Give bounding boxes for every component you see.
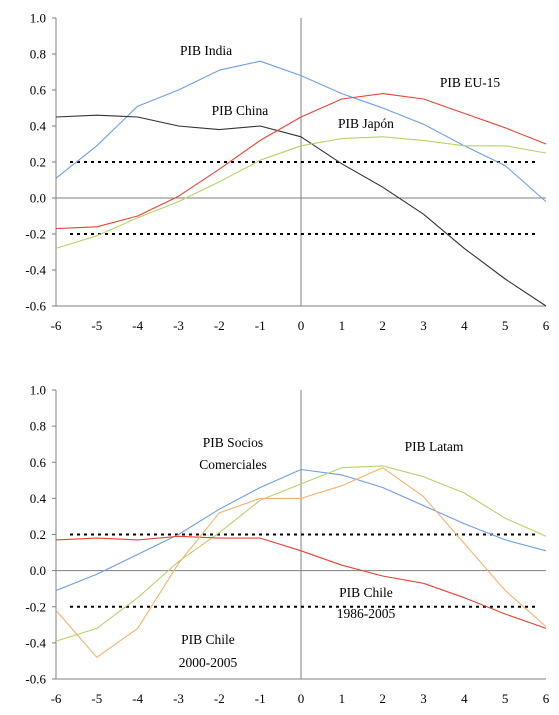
series-line — [55, 468, 547, 592]
y-tick-label: -0.4 — [25, 263, 46, 278]
series-line — [55, 467, 547, 658]
x-tick-label: -1 — [255, 691, 266, 706]
series-label-line: PIB China — [212, 103, 269, 118]
series-label: PIB Chile 1986-2005 — [337, 585, 396, 621]
series-label: PIB China — [212, 103, 269, 118]
x-tick-label: 1 — [339, 318, 346, 333]
series-label: PIB EU-15 — [440, 75, 501, 90]
y-tick-label: 0.2 — [30, 155, 46, 170]
series-label-line: PIB India — [180, 43, 232, 58]
series-label-line: 1986-2005 — [337, 606, 396, 621]
x-tick-label: -6 — [51, 691, 62, 706]
series-label: PIB Chile 2000-2005 — [179, 632, 238, 670]
series-label-line: PIB Latam — [405, 439, 464, 454]
series-line — [55, 136, 547, 249]
x-tick-label: 2 — [379, 691, 386, 706]
y-tick-label: -0.2 — [25, 599, 46, 614]
y-tick-label: -0.6 — [25, 299, 46, 314]
series-label-line: PIB Japón — [338, 116, 394, 131]
chart-1: 1.0 0.8 0.6 0.4 0.2 0.0 -0.2 -0.4 -0.6 -6 -5 -4 -3 -2… — [25, 11, 549, 334]
x-tick-label: -5 — [91, 691, 102, 706]
series-label-line: PIB Socios — [203, 435, 263, 450]
series-line — [55, 465, 547, 642]
series-label: PIB Latam — [405, 439, 464, 454]
x-tick-label: -2 — [214, 318, 225, 333]
series-line — [55, 114, 547, 307]
x-tick-label: -4 — [132, 318, 143, 333]
x-tick-label: -6 — [51, 318, 62, 333]
x-tick-label: -5 — [91, 318, 102, 333]
y-tick-label: -0.6 — [25, 672, 46, 687]
series-label: PIB Japón — [338, 116, 394, 131]
x-tick-label: 5 — [502, 691, 509, 706]
x-tick-label: 2 — [379, 318, 386, 333]
y-tick-label: -0.4 — [25, 635, 46, 650]
y-tick-label: 1.0 — [30, 383, 46, 398]
series-label: PIB Socios Comerciales — [199, 435, 266, 472]
y-tick-label: 0.0 — [30, 191, 46, 206]
x-tick-label: 6 — [543, 691, 550, 706]
y-tick-label: 0.8 — [30, 419, 46, 434]
x-tick-label: 6 — [543, 318, 550, 333]
x-tick-label: 4 — [461, 691, 468, 706]
y-tick-label: 0.8 — [30, 47, 46, 62]
y-tick-label: 0.6 — [30, 455, 47, 470]
y-tick-label: -0.2 — [25, 227, 46, 242]
x-tick-label: -2 — [214, 691, 225, 706]
chart-2: 1.0 0.8 0.6 0.4 0.2 0.0 -0.2 -0.4 -0.6 -6 -5 -4 -3 -2… — [25, 383, 549, 707]
x-tick-label: 0 — [298, 691, 305, 706]
x-tick-label: 4 — [461, 318, 468, 333]
y-tick-label: 0.6 — [30, 83, 47, 98]
series-line — [55, 93, 547, 230]
y-tick-label: 0.0 — [30, 563, 46, 578]
x-tick-label: -4 — [132, 691, 143, 706]
x-tick-label: 0 — [298, 318, 305, 333]
x-tick-label: 3 — [420, 691, 427, 706]
series-label-line: PIB Chile — [181, 632, 235, 647]
series-line — [55, 535, 547, 629]
x-tick-label: 1 — [339, 691, 346, 706]
y-tick-label: 0.2 — [30, 527, 46, 542]
series-label-line: 2000-2005 — [179, 655, 238, 670]
y-tick-label: 0.4 — [30, 491, 47, 506]
y-tick-label: 0.4 — [30, 119, 47, 134]
x-tick-label: -3 — [173, 318, 184, 333]
x-tick-label: -1 — [255, 318, 266, 333]
series-label: PIB India — [180, 43, 232, 58]
x-tick-label: 3 — [420, 318, 427, 333]
x-tick-label: 5 — [502, 318, 509, 333]
series-label-line: PIB Chile — [339, 585, 393, 600]
x-tick-label: -3 — [173, 691, 184, 706]
series-label-line: PIB EU-15 — [440, 75, 501, 90]
series-label-line: Comerciales — [199, 457, 266, 472]
y-tick-label: 1.0 — [30, 11, 46, 26]
